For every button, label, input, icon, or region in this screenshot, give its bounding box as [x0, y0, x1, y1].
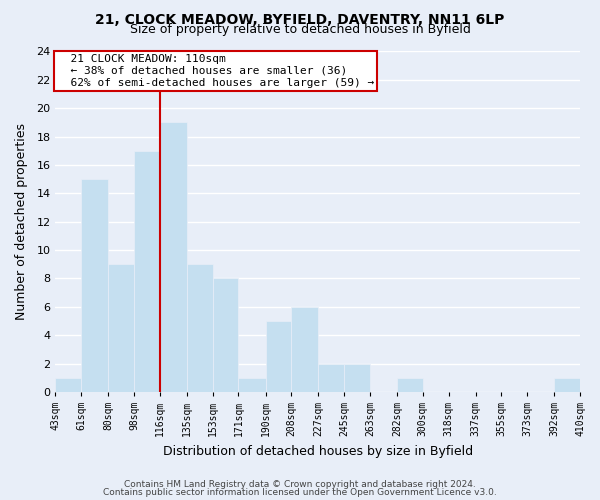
Bar: [212, 278, 238, 392]
Bar: [109, 264, 134, 392]
Bar: [266, 321, 291, 392]
Text: Contains HM Land Registry data © Crown copyright and database right 2024.: Contains HM Land Registry data © Crown c…: [124, 480, 476, 489]
Bar: [55, 378, 81, 392]
Bar: [344, 364, 370, 392]
Bar: [319, 364, 344, 392]
Bar: [187, 264, 212, 392]
Text: Size of property relative to detached houses in Byfield: Size of property relative to detached ho…: [130, 22, 470, 36]
Bar: [291, 307, 319, 392]
Bar: [160, 122, 187, 392]
Bar: [81, 179, 109, 392]
Bar: [134, 151, 160, 392]
Text: 21, CLOCK MEADOW, BYFIELD, DAVENTRY, NN11 6LP: 21, CLOCK MEADOW, BYFIELD, DAVENTRY, NN1…: [95, 12, 505, 26]
Bar: [238, 378, 266, 392]
X-axis label: Distribution of detached houses by size in Byfield: Distribution of detached houses by size …: [163, 444, 473, 458]
Text: 21 CLOCK MEADOW: 110sqm
  ← 38% of detached houses are smaller (36)
  62% of sem: 21 CLOCK MEADOW: 110sqm ← 38% of detache…: [57, 54, 374, 88]
Text: Contains public sector information licensed under the Open Government Licence v3: Contains public sector information licen…: [103, 488, 497, 497]
Y-axis label: Number of detached properties: Number of detached properties: [15, 123, 28, 320]
Bar: [397, 378, 423, 392]
Bar: [554, 378, 580, 392]
